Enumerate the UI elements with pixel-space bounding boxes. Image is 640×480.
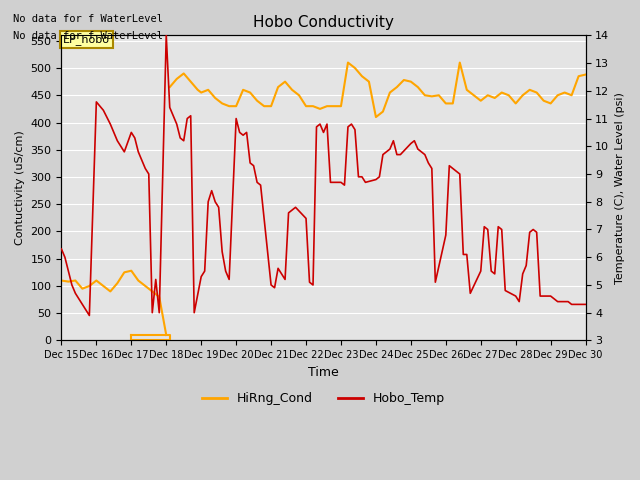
Text: No data for f WaterLevel: No data for f WaterLevel bbox=[13, 31, 163, 41]
Y-axis label: Contuctivity (uS/cm): Contuctivity (uS/cm) bbox=[15, 131, 25, 245]
Text: EP_hobo: EP_hobo bbox=[63, 34, 110, 45]
X-axis label: Time: Time bbox=[308, 366, 339, 379]
Y-axis label: Temperature (C), Water Level (psi): Temperature (C), Water Level (psi) bbox=[615, 92, 625, 284]
Legend: HiRng_Cond, Hobo_Temp: HiRng_Cond, Hobo_Temp bbox=[197, 387, 450, 410]
Text: No data for f WaterLevel: No data for f WaterLevel bbox=[13, 14, 163, 24]
Title: Hobo Conductivity: Hobo Conductivity bbox=[253, 15, 394, 30]
